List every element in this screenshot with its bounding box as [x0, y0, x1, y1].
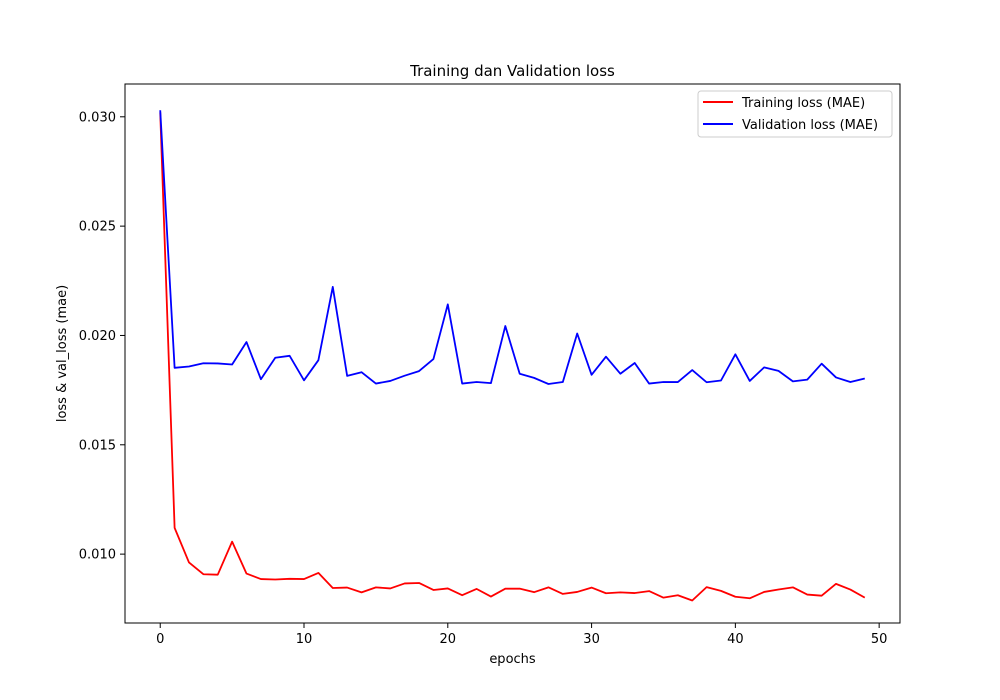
plot-area — [125, 84, 900, 623]
y-tick-label: 0.020 — [79, 329, 116, 344]
x-tick-label: 0 — [156, 632, 164, 647]
y-tick-label: 0.010 — [79, 548, 116, 563]
y-tick-label: 0.015 — [79, 438, 116, 453]
x-tick-label: 30 — [583, 632, 600, 647]
x-tick-label: 10 — [296, 632, 313, 647]
y-tick-label: 0.030 — [79, 110, 116, 125]
axes-frame — [124, 83, 901, 624]
y-axis-ticks: 0.010 0.015 0.020 0.025 0.030 — [79, 110, 125, 563]
x-tick-label: 20 — [440, 632, 457, 647]
x-tick-label: 40 — [727, 632, 744, 647]
y-tick-label: 0.025 — [79, 220, 116, 235]
y-axis-label: loss & val_loss (mae) — [55, 285, 70, 422]
legend: Training loss (MAE) Validation loss (MAE… — [697, 90, 893, 138]
legend-box — [697, 90, 893, 138]
x-tick-label: 50 — [871, 632, 888, 647]
legend-label-training: Training loss (MAE) — [741, 96, 865, 111]
series-line-validation — [159, 110, 865, 385]
x-axis-label: epochs — [489, 652, 536, 667]
x-axis-ticks: 0 10 20 30 40 50 — [156, 623, 887, 647]
series-line-training — [159, 112, 866, 602]
series-lines — [159, 110, 866, 602]
chart-title: Training dan Validation loss — [409, 62, 615, 80]
legend-label-validation: Validation loss (MAE) — [742, 118, 878, 133]
